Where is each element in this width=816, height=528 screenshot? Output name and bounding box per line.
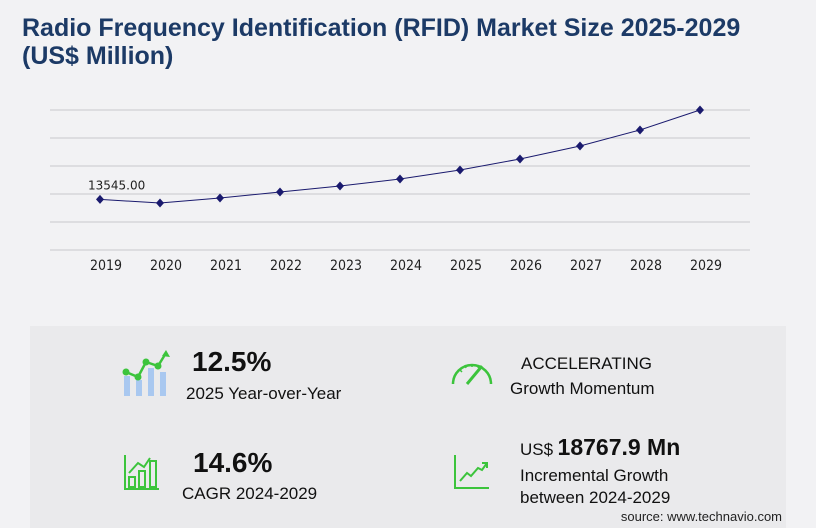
- bar-chart-icon: [124, 455, 159, 490]
- chart-title: Radio Frequency Identification (RFID) Ma…: [22, 14, 741, 70]
- momentum-label: Growth Momentum: [510, 379, 655, 398]
- incremental-growth-value: US$ 18767.9 Mn: [520, 434, 680, 461]
- data-point-2026: [516, 154, 524, 164]
- x-tick-label: 2020: [150, 258, 182, 274]
- x-tick-label: 2027: [570, 258, 602, 274]
- currency-prefix: US$: [520, 440, 554, 459]
- data-point-2025: [456, 165, 464, 175]
- data-point-2024: [396, 174, 404, 184]
- data-label: 13545.00: [88, 178, 145, 192]
- x-tick-label: 2019: [90, 258, 122, 274]
- data-point-2020: [156, 198, 164, 208]
- cagr-label: CAGR 2024-2029: [182, 484, 318, 503]
- x-tick-label: 2025: [450, 258, 482, 274]
- line-chart: 2019 2020 2021 2022 2023 2024 2025 2026 2027 2028…: [50, 105, 750, 274]
- x-tick-label: 2022: [270, 258, 302, 274]
- speedometer-icon: [451, 363, 493, 385]
- x-tick-label: 2029: [690, 258, 722, 274]
- series-line: [99, 109, 701, 204]
- x-tick-label: 2028: [630, 258, 662, 274]
- data-point-2022: [276, 187, 284, 197]
- trend-up-icon: [454, 455, 489, 489]
- stats-panel: [30, 326, 786, 528]
- growth-chart-icon: [122, 350, 170, 396]
- data-point-2027: [576, 141, 584, 151]
- data-point-2023: [336, 181, 344, 191]
- momentum-value: ACCELERATING: [521, 354, 652, 373]
- yoy-value: 12.5%: [192, 346, 272, 377]
- data-point-2021: [216, 193, 224, 203]
- yoy-label: 2025 Year-over-Year: [186, 384, 342, 403]
- incr-label-1: Incremental Growth: [520, 466, 669, 485]
- incr-label-2: between 2024-2029: [520, 488, 671, 507]
- data-point-2028: [636, 125, 644, 135]
- x-tick-label: 2021: [210, 258, 242, 274]
- incr-amount: 18767.9 Mn: [557, 434, 681, 460]
- data-point-2019: [96, 194, 104, 204]
- x-tick-label: 2026: [510, 258, 542, 274]
- x-tick-label: 2024: [390, 258, 422, 274]
- data-point-2029: [696, 105, 704, 115]
- x-tick-label: 2023: [330, 258, 362, 274]
- cagr-value: 14.6%: [193, 447, 273, 478]
- source-text: source: www.technavio.com: [620, 509, 782, 524]
